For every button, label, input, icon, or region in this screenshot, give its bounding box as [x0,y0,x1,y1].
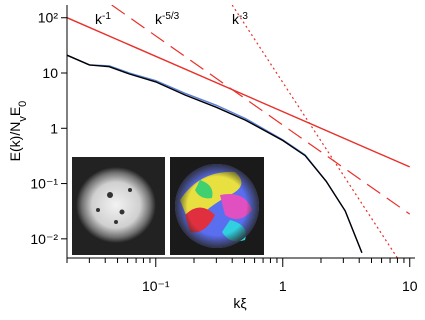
x-tick-label: 10⁻¹ [142,278,170,294]
inset-right [170,157,264,255]
plot-area [67,5,411,258]
y-axis-label-part: 0 [17,101,29,107]
series-line [111,5,411,215]
y-axis-label-part: E [7,107,23,116]
annotation-exponent: -5/3 [162,11,180,22]
y-tick-label: 10² [38,10,59,26]
annotation-exponent: -1 [102,11,111,22]
x-tick-label: 1 [279,278,287,294]
x-tick-label: 10 [402,278,418,294]
y-tick-label: 10 [42,65,58,81]
annotation: k-1 [95,11,111,28]
series-line [67,54,363,254]
y-tick-label: 1 [50,120,58,136]
annotation: k-5/3 [155,11,180,28]
annotation-base: k [232,11,240,27]
annotation-base: k [155,11,163,27]
y-axis-label: E(k)/NvE0 [7,101,29,162]
series-line [231,5,398,258]
x-axis-label: kξ [233,295,246,311]
y-axis-label-part: v [17,116,29,122]
series-line [67,17,410,168]
inset-left [72,157,165,255]
y-tick-label: 10⁻¹ [30,176,58,192]
y-tick-label: 10⁻² [30,231,58,247]
annotation: k-3 [232,11,248,28]
annotation-exponent: -3 [239,11,248,22]
annotation-base: k [95,11,103,27]
y-axis-label-part: E(k)/N [7,122,23,162]
